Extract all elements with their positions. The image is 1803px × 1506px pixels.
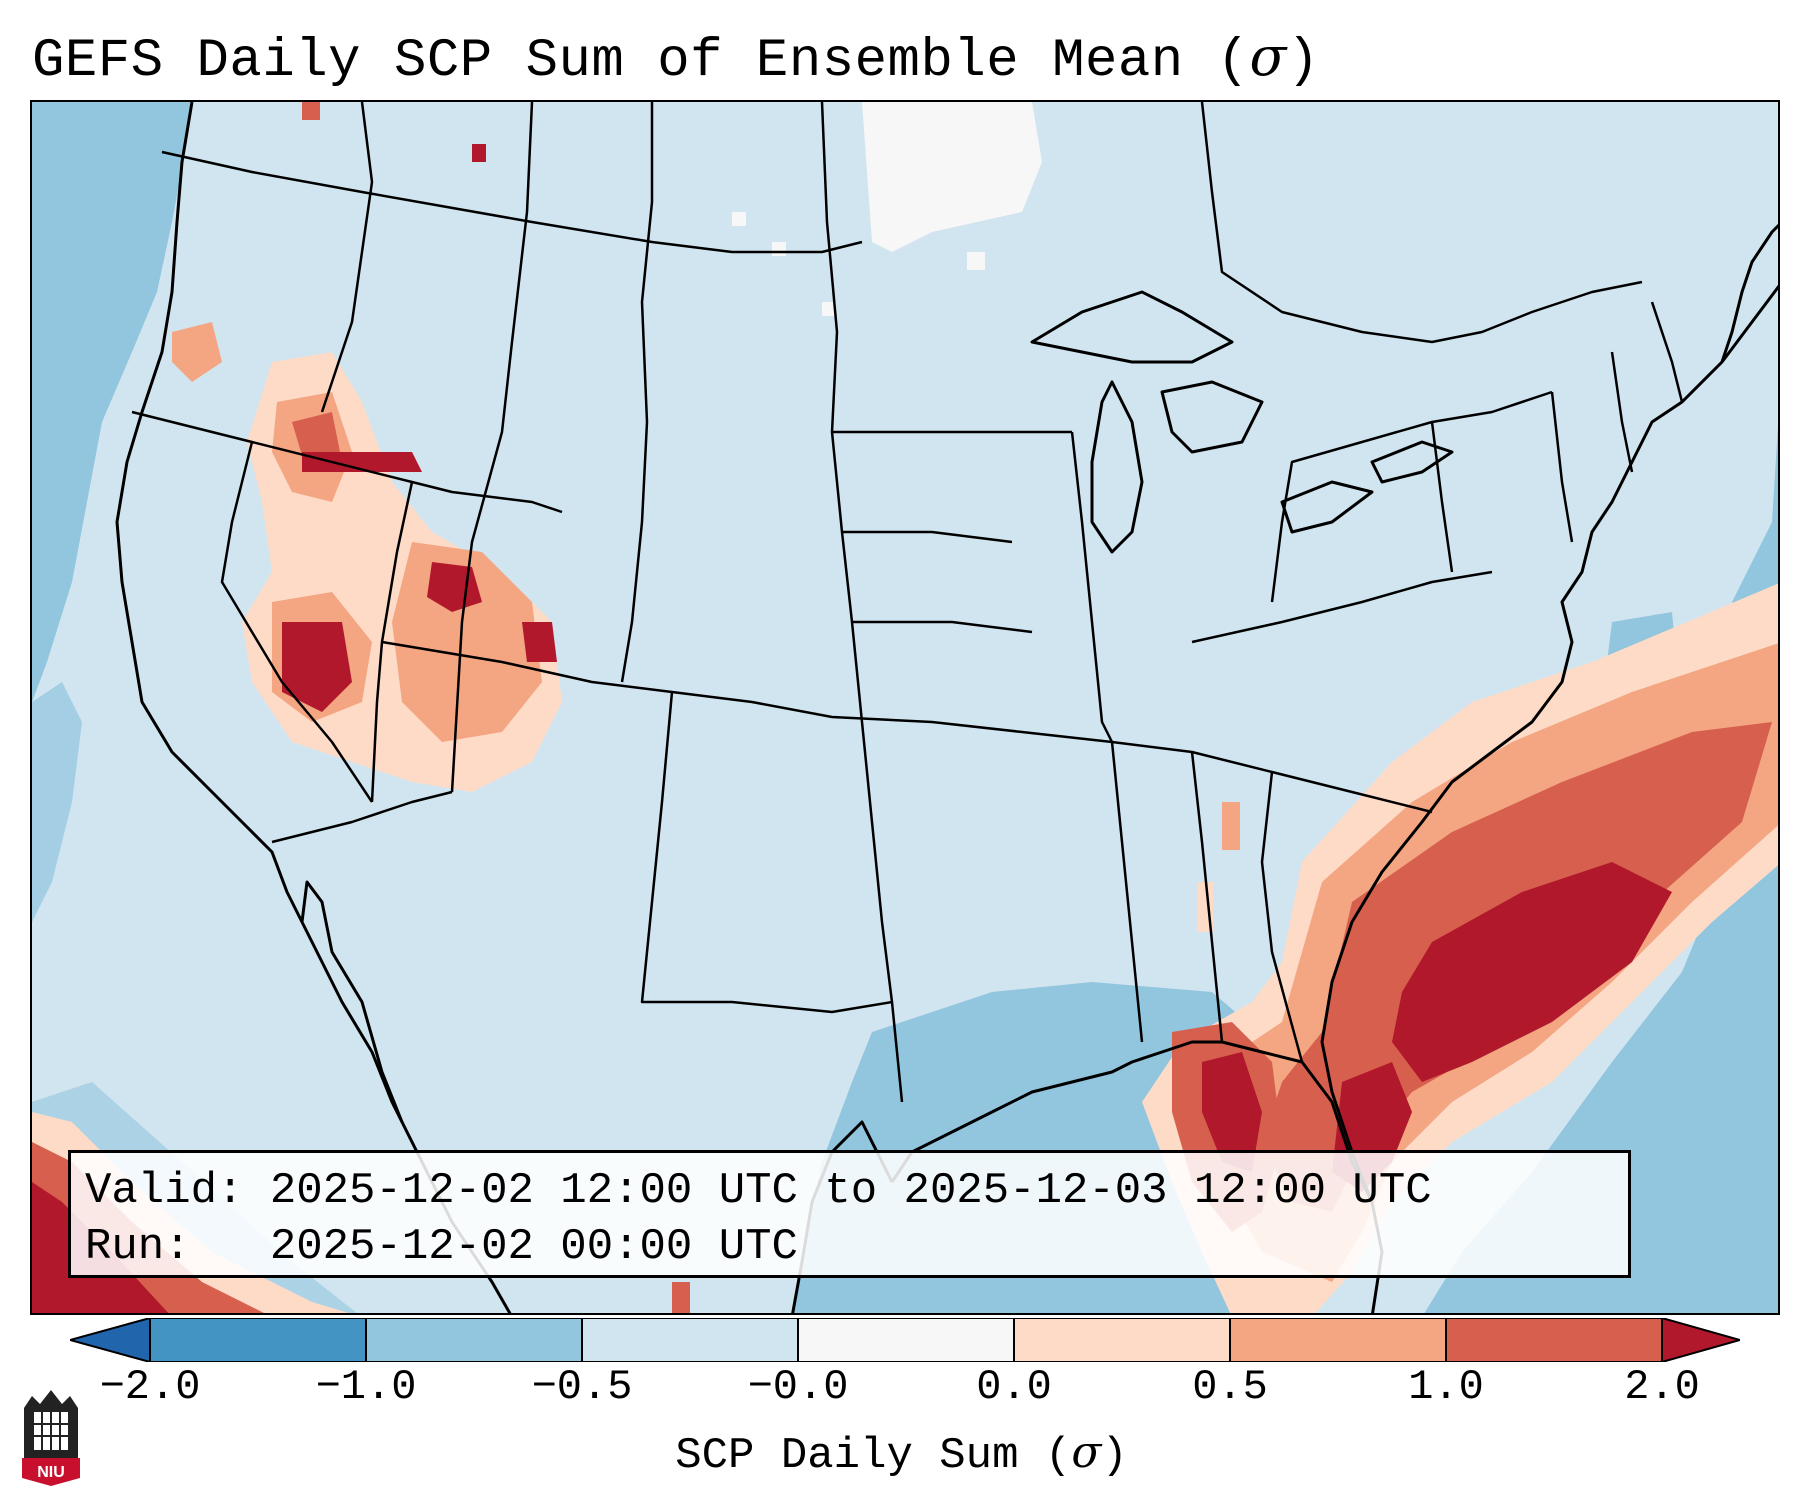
colorbar-label: SCP Daily Sum (σ): [675, 1427, 1128, 1481]
pacific-ocean-field-2: [32, 682, 82, 922]
atlantic-ocean-field: [1424, 426, 1778, 1313]
neutral-speck: [822, 302, 836, 316]
colorbar-segment-5: [1014, 1318, 1230, 1362]
run-value: 2025-12-02 00:00 UTC: [269, 1222, 798, 1272]
tennessee-anomaly-speck: [1222, 802, 1240, 850]
colorbar-segment-1: [150, 1318, 366, 1362]
neutral-speck: [967, 252, 985, 270]
colorbar-tick-label: 0.0: [976, 1363, 1052, 1411]
canada-anomaly-speck: [302, 102, 320, 120]
valid-label: Valid:: [85, 1166, 244, 1216]
state-border-outlines: [131, 102, 1684, 1103]
logo-text: NIU: [37, 1464, 65, 1481]
great-lakes-outlines: [1030, 290, 1454, 554]
map-panel: [30, 100, 1780, 1315]
basin-anomaly-max-3: [302, 452, 422, 472]
oregon-anomaly: [172, 322, 222, 382]
colorbar-segment-4: [798, 1318, 1014, 1362]
run-label: Run:: [85, 1222, 191, 1272]
basin-anomaly-max: [282, 622, 352, 712]
texas-anomaly-speck: [672, 1282, 690, 1313]
atlantic-anomaly-max: [1392, 862, 1672, 1082]
colorbar-segment-7: [1446, 1318, 1662, 1362]
colorbar-tick-label: −0.0: [747, 1363, 849, 1411]
pacific-ocean-field: [32, 102, 192, 702]
colorbar: [70, 1318, 1740, 1362]
canada-anomaly-speck: [472, 144, 486, 162]
basin-anomaly-max-4: [522, 622, 557, 662]
colorbar-tick-label: −0.5: [531, 1363, 633, 1411]
colorbar-segment-2: [366, 1318, 582, 1362]
colorbar-tick-label: 0.5: [1192, 1363, 1268, 1411]
colorbar-segment-3: [582, 1318, 798, 1362]
gulf-anomaly-max: [1202, 1052, 1262, 1172]
colorbar-tick-label: 1.0: [1408, 1363, 1484, 1411]
valid-run-info-box: Valid: 2025-12-02 12:00 UTC to 2025-12-0…: [68, 1150, 1631, 1278]
colorbar-tick-label: −2.0: [99, 1363, 201, 1411]
scp-field-map: [32, 102, 1778, 1313]
neutral-speck: [772, 242, 786, 256]
colorbar-tick-label: −1.0: [315, 1363, 417, 1411]
valid-value: 2025-12-02 12:00 UTC to 2025-12-03 12:00…: [269, 1166, 1432, 1216]
colorbar-tick-label: 2.0: [1624, 1363, 1700, 1411]
colorbar-tick-marks: [149, 1318, 1663, 1362]
neutral-speck: [732, 212, 746, 226]
niu-logo-icon: NIU: [22, 1390, 80, 1486]
colorbar-segment-6: [1230, 1318, 1446, 1362]
colorbar-extend-low: [70, 1318, 151, 1362]
canada-neutral-field: [862, 102, 1042, 252]
colorbar-extend-high: [1661, 1318, 1740, 1362]
chart-title: GEFS Daily SCP Sum of Ensemble Mean (σ): [32, 25, 1320, 92]
